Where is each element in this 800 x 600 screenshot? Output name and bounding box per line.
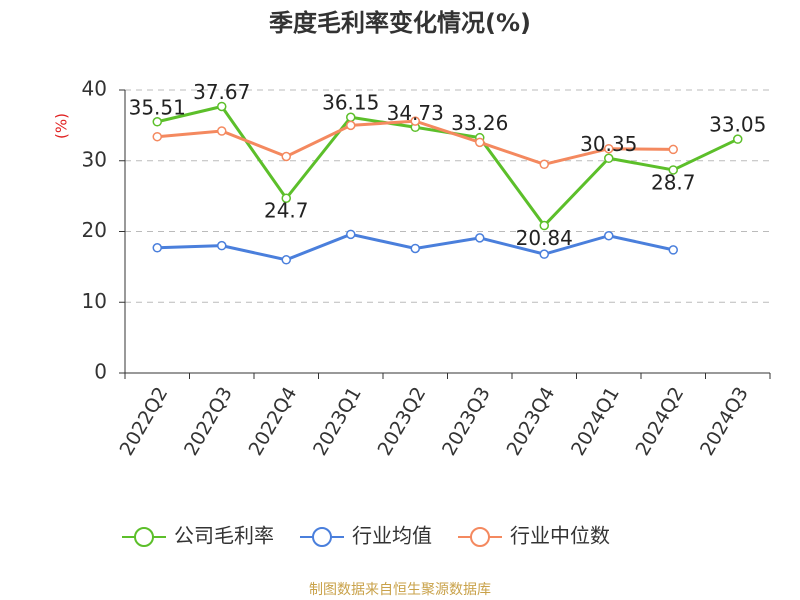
legend-marker — [312, 527, 332, 547]
y-tick-label: 0 — [94, 360, 107, 384]
data-point — [539, 159, 549, 170]
data-label: 33.05 — [709, 113, 766, 137]
data-label: 35.51 — [129, 95, 186, 119]
x-tick-label: 2023Q1 — [309, 383, 366, 459]
legend-marker — [134, 527, 154, 547]
legend-marker — [470, 527, 490, 547]
x-tick-label: 2022Q2 — [116, 383, 173, 459]
data-point — [475, 233, 485, 243]
x-tick-label: 2022Q3 — [180, 383, 237, 459]
data-point — [668, 245, 678, 255]
data-label: 34.73 — [387, 101, 444, 125]
data-point — [281, 255, 291, 265]
data-label: 36.15 — [322, 91, 379, 115]
data-label: 24.7 — [264, 199, 309, 223]
legend-label: 公司毛利率 — [174, 524, 274, 548]
data-point — [152, 243, 162, 253]
legend-label: 行业中位数 — [510, 524, 610, 548]
data-label: 30.35 — [580, 132, 637, 156]
data-point — [604, 143, 614, 154]
x-tick-label: 2024Q3 — [696, 383, 753, 459]
y-tick-label: 20 — [82, 218, 107, 242]
y-tick-label: 30 — [82, 147, 107, 171]
data-point — [346, 120, 356, 131]
x-tick-label: 2023Q2 — [374, 383, 431, 459]
legend-label: 行业均值 — [352, 524, 432, 548]
data-point — [668, 144, 678, 155]
data-point — [281, 193, 291, 203]
data-point — [475, 137, 485, 148]
data-point — [281, 151, 291, 162]
data-label: 33.26 — [451, 111, 508, 135]
y-tick-label: 40 — [82, 77, 107, 101]
series-line — [156, 104, 739, 228]
data-label: 20.84 — [516, 226, 573, 250]
data-point — [668, 165, 678, 175]
data-point — [346, 229, 356, 240]
data-point — [539, 249, 549, 259]
data-point — [733, 134, 743, 144]
y-axis-label: (%) — [53, 113, 71, 139]
data-point — [410, 116, 420, 126]
x-tick-label: 2023Q4 — [503, 383, 560, 459]
data-point — [604, 230, 614, 241]
data-point — [217, 101, 227, 112]
data-point — [217, 240, 227, 251]
data-point — [217, 126, 227, 136]
data-point — [539, 220, 549, 231]
x-tick-label: 2024Q2 — [632, 383, 689, 459]
x-tick-label: 2024Q1 — [567, 383, 624, 459]
chart-title: 季度毛利率变化情况(%) — [269, 9, 531, 37]
data-label: 28.7 — [651, 170, 696, 194]
x-tick-label: 2022Q4 — [245, 383, 302, 459]
data-point — [604, 153, 614, 164]
source-note: 制图数据来自恒生聚源数据库 — [309, 582, 491, 598]
data-point — [410, 243, 420, 254]
data-label: 37.67 — [193, 80, 250, 104]
data-point — [152, 117, 162, 127]
y-tick-label: 10 — [82, 289, 107, 313]
x-tick-label: 2023Q3 — [438, 383, 495, 459]
data-point — [152, 131, 162, 142]
